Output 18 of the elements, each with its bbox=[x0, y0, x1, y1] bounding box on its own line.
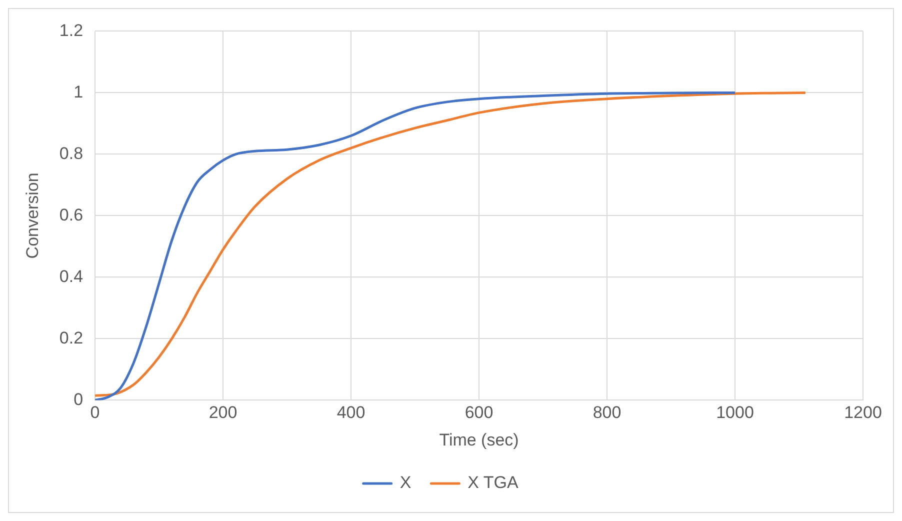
x-tick-label: 200 bbox=[208, 403, 238, 422]
y-tick-label: 0.2 bbox=[59, 328, 84, 348]
x-tick-label: 600 bbox=[464, 403, 494, 422]
y-tick-label: 0 bbox=[74, 390, 84, 409]
y-tick-label: 1 bbox=[74, 82, 84, 102]
legend-label: X TGA bbox=[468, 473, 520, 492]
x-axis-title: Time (sec) bbox=[439, 430, 519, 450]
legend-label: X bbox=[400, 473, 412, 492]
y-axis-title: Conversion bbox=[22, 172, 42, 259]
x-tick-label: 800 bbox=[592, 403, 622, 422]
x-tick-label: 400 bbox=[336, 403, 366, 422]
y-tick-label: 0.4 bbox=[59, 266, 84, 286]
y-tick-label: 0.6 bbox=[59, 205, 84, 224]
x-tick-label: 1000 bbox=[716, 403, 754, 422]
x-tick-label: 1200 bbox=[844, 403, 882, 422]
y-tick-label: 1.2 bbox=[59, 20, 84, 40]
y-tick-label: 0.8 bbox=[59, 144, 84, 163]
x-tick-label: 0 bbox=[90, 403, 100, 422]
